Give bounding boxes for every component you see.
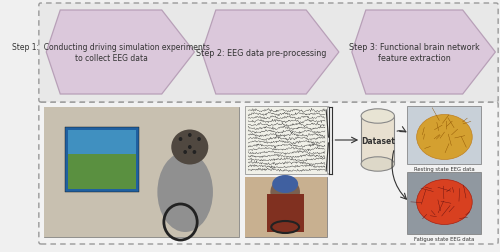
Ellipse shape xyxy=(172,130,208,165)
Bar xyxy=(408,107,482,164)
Ellipse shape xyxy=(416,115,472,160)
Polygon shape xyxy=(202,11,339,94)
Circle shape xyxy=(197,137,201,141)
Text: Step 2: EEG data pre-processing: Step 2: EEG data pre-processing xyxy=(196,48,326,57)
Bar xyxy=(246,107,327,174)
FancyBboxPatch shape xyxy=(39,4,498,103)
Ellipse shape xyxy=(361,109,394,124)
Circle shape xyxy=(184,150,187,154)
Bar xyxy=(44,108,239,237)
Bar xyxy=(246,177,327,237)
Bar xyxy=(68,131,136,189)
Ellipse shape xyxy=(272,175,298,193)
Text: Step 1:  Conducting driving simulation experiments
to collect EEG data: Step 1: Conducting driving simulation ex… xyxy=(12,43,210,62)
Text: Step 3: Functional brain network
feature extraction: Step 3: Functional brain network feature… xyxy=(349,43,480,62)
Bar xyxy=(246,177,327,237)
Bar xyxy=(68,154,136,189)
Bar xyxy=(65,128,139,192)
Polygon shape xyxy=(352,11,496,94)
Ellipse shape xyxy=(416,180,472,225)
Text: Dataset: Dataset xyxy=(361,136,394,145)
Ellipse shape xyxy=(158,152,213,232)
Circle shape xyxy=(188,145,192,149)
Ellipse shape xyxy=(270,178,300,206)
Ellipse shape xyxy=(361,157,394,172)
Bar xyxy=(408,172,482,234)
Text: Resting state EEG data: Resting state EEG data xyxy=(414,166,475,171)
Bar xyxy=(44,108,239,237)
Polygon shape xyxy=(46,11,195,94)
Circle shape xyxy=(192,150,196,154)
Circle shape xyxy=(178,137,182,141)
Bar xyxy=(361,116,394,164)
Text: Fatigue state EEG data: Fatigue state EEG data xyxy=(414,236,474,241)
FancyBboxPatch shape xyxy=(39,103,498,244)
Bar xyxy=(266,194,304,232)
Circle shape xyxy=(188,134,192,137)
